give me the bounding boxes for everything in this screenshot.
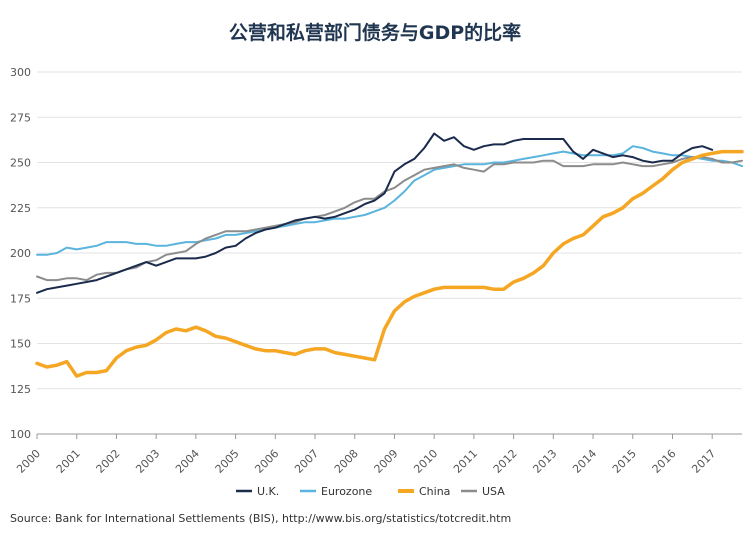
y-tick-label: 300	[10, 66, 31, 79]
x-tick-label: 2001	[54, 447, 83, 476]
legend-label: China	[419, 485, 450, 498]
y-tick-label: 200	[10, 247, 31, 260]
x-tick-label: 2015	[610, 447, 639, 476]
x-tick-label: 2007	[292, 447, 321, 476]
y-tick-label: 225	[10, 202, 31, 215]
y-tick-label: 125	[10, 383, 31, 396]
series-line-eurozone	[36, 145, 743, 256]
gridlines	[37, 71, 742, 435]
x-tick-label: 2006	[252, 447, 281, 476]
y-tick-label: 275	[10, 111, 31, 124]
x-tick-label: 2012	[491, 447, 520, 476]
x-tick-label: 2013	[530, 447, 559, 476]
series-line-china	[35, 149, 744, 378]
x-axis: 2000 2001 2002 2003 2004 2005 2006 2007 2008 2009…	[14, 434, 718, 476]
chart-title: 公营和私营部门债务与GDP的比率	[228, 22, 522, 44]
x-tick-label: 2016	[650, 447, 679, 476]
x-tick-label: 2017	[689, 447, 718, 476]
legend-label: U.K.	[257, 485, 279, 498]
series-line-uk	[36, 132, 714, 294]
x-tick-label: 2005	[213, 447, 242, 476]
y-tick-label: 175	[10, 292, 31, 305]
y-tick-label: 250	[10, 157, 31, 170]
x-tick-label: 2010	[411, 447, 440, 476]
y-tick-label: 150	[10, 338, 31, 351]
series-line-usa	[36, 156, 743, 282]
x-tick-label: 2004	[173, 447, 202, 476]
y-tick-label: 100	[10, 428, 31, 441]
x-tick-label: 2008	[332, 447, 361, 476]
x-tick-label: 2011	[451, 447, 480, 476]
legend-label: USA	[482, 485, 505, 498]
x-tick-label: 2009	[372, 447, 401, 476]
legend: U.K. Eurozone China USA	[236, 485, 505, 498]
x-tick-label: 2003	[133, 447, 162, 476]
x-tick-label: 2014	[570, 447, 599, 476]
legend-label: Eurozone	[321, 485, 372, 498]
x-tick-label: 2002	[94, 447, 123, 476]
source-note: Source: Bank for International Settlemen…	[10, 512, 512, 525]
y-axis: 100 125 150 175 200 225 250 275 300	[10, 66, 31, 441]
plot-area	[35, 132, 744, 378]
x-tick-label: 2000	[14, 447, 43, 476]
